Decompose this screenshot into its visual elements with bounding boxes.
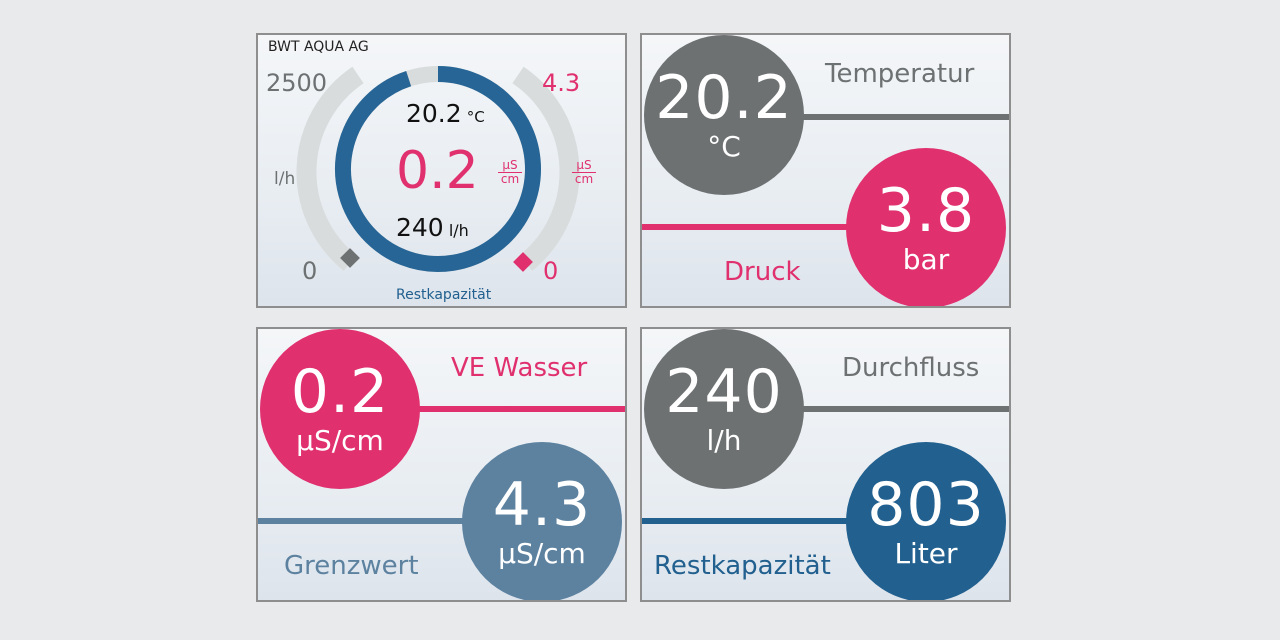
flow-scale-arc	[296, 66, 364, 271]
limit-line	[258, 518, 518, 524]
main-unit-top: µS	[502, 158, 518, 172]
pressure-big-value: 3.8	[876, 175, 976, 246]
temperature-pressure-panel: Temperatur 20.2 °C Druck 3.8 bar	[640, 33, 1011, 308]
limit-circle: 4.3 µS/cm	[462, 442, 622, 600]
limit-big-value: 4.3	[492, 469, 592, 540]
flow-unit-label: l/h	[274, 169, 296, 189]
flow-min-label: 0	[302, 257, 318, 285]
flow-readout: 240 l/h	[396, 213, 469, 242]
conductivity-unit-fraction: µS cm	[572, 159, 596, 185]
gauge-svg	[296, 66, 580, 272]
flow-big-value: 240	[665, 356, 783, 427]
flow-value: 240	[396, 213, 444, 242]
conductivity-main-value: 0.2	[396, 141, 479, 201]
temperature-big-unit: °C	[707, 129, 741, 163]
conductivity-marker-diamond	[513, 252, 533, 272]
conductivity-circle: 0.2 µS/cm	[260, 329, 420, 489]
pressure-label: Druck	[724, 257, 801, 287]
capacity-line	[642, 518, 902, 524]
conductivity-big-value: 0.2	[290, 356, 390, 427]
temperature-line	[762, 114, 1009, 120]
gauge-overview-panel: BWT AQUA AG 2500 l/h 0 4.3 µS cm 0 20.2 …	[256, 33, 627, 308]
temperature-big-value: 20.2	[655, 62, 793, 133]
capacity-circle: 803 Liter	[846, 442, 1006, 600]
temperature-label: Temperatur	[825, 59, 975, 89]
conductivity-scale-arc	[512, 66, 580, 271]
conductivity-line	[378, 406, 625, 412]
capacity-ring	[335, 66, 541, 272]
pressure-big-unit: bar	[902, 242, 950, 276]
flow-label: Durchfluss	[842, 353, 980, 383]
capacity-label: Restkapazität	[396, 287, 492, 303]
flow-max-label: 2500	[266, 69, 328, 97]
main-unit-fraction: µS cm	[498, 159, 522, 185]
flow-line	[762, 406, 1009, 412]
flow-big-unit: l/h	[706, 423, 742, 457]
pressure-line	[642, 224, 902, 230]
flow-value-unit: l/h	[448, 221, 469, 240]
conductivity-min-label: 0	[543, 257, 559, 285]
temperature-unit: °C	[466, 108, 485, 126]
temperature-value: 20.2	[406, 99, 462, 128]
conductivity-max-label: 4.3	[542, 69, 581, 97]
conductivity-big-unit: µS/cm	[296, 423, 384, 457]
main-unit-bottom: cm	[498, 171, 522, 186]
temperature-readout: 20.2 °C	[406, 99, 485, 128]
conductivity-label: VE Wasser	[451, 353, 588, 383]
conductivity-unit-top: µS	[576, 158, 592, 172]
limit-big-unit: µS/cm	[498, 536, 586, 570]
limit-label: Grenzwert	[284, 551, 419, 581]
capacity-big-value: 803	[867, 469, 985, 540]
capacity-panel-label: Restkapazität	[654, 551, 831, 581]
flow-marker-diamond	[340, 248, 360, 268]
temperature-circle: 20.2 °C	[644, 35, 804, 195]
conductivity-unit-bottom: cm	[572, 171, 596, 186]
capacity-big-unit: Liter	[894, 536, 958, 570]
flow-capacity-panel: Durchfluss 240 l/h Restkapazität 803 Lit…	[640, 327, 1011, 602]
conductivity-limit-panel: VE Wasser 0.2 µS/cm Grenzwert 4.3 µS/cm	[256, 327, 627, 602]
pressure-circle: 3.8 bar	[846, 148, 1006, 306]
flow-circle: 240 l/h	[644, 329, 804, 489]
brand-label: BWT AQUA AG	[268, 39, 369, 55]
